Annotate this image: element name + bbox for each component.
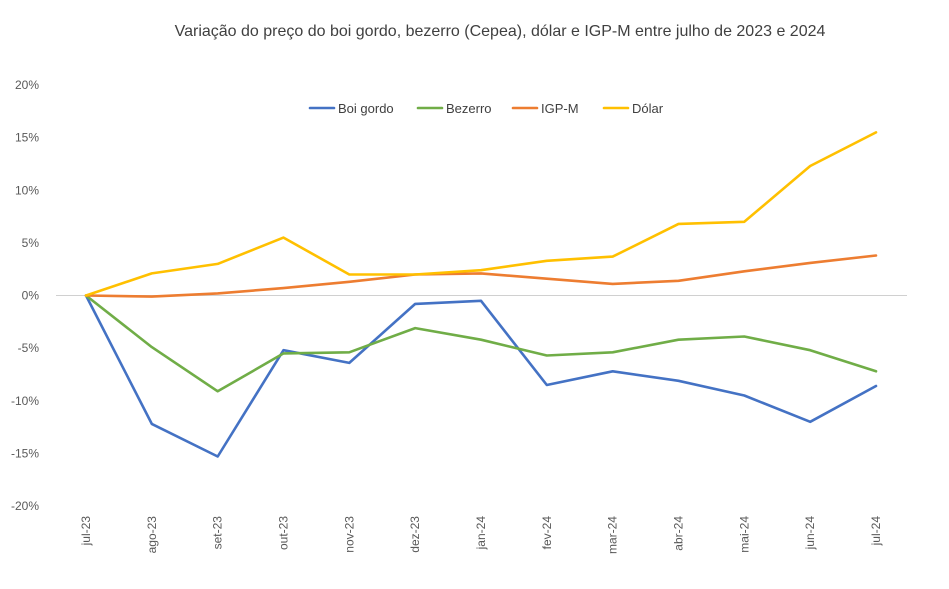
series-line-igp-m — [84, 254, 878, 298]
y-tick-label: 0% — [22, 289, 40, 303]
x-tick-label: dez-23 — [408, 516, 422, 553]
x-tick-label: out-23 — [277, 516, 291, 550]
x-tick-label: mai-24 — [737, 516, 751, 553]
legend: Boi gordo Bezerro IGP-M Dólar — [308, 101, 664, 116]
x-tick-label: jan-24 — [474, 516, 488, 551]
x-tick-label: abr-24 — [672, 516, 686, 551]
y-tick-label: 15% — [15, 131, 39, 145]
x-tick-label: nov-23 — [342, 516, 356, 553]
y-tick-label: -20% — [11, 499, 39, 513]
y-tick-label: -5% — [18, 341, 40, 355]
x-tick-label: jul-23 — [79, 516, 93, 547]
series-line-bezerro — [84, 294, 878, 393]
series-lines — [84, 131, 878, 458]
x-tick-label: jul-24 — [869, 516, 883, 547]
x-tick-label: jun-24 — [803, 516, 817, 551]
legend-label-dolar: Dólar — [632, 101, 664, 116]
legend-label-boi-gordo: Boi gordo — [338, 101, 394, 116]
y-tick-label: 10% — [15, 183, 39, 197]
y-tick-label: -15% — [11, 446, 39, 460]
x-tick-label: fev-24 — [540, 516, 554, 550]
y-axis-ticks: 20% 15% 10% 5% 0% -5% -10% -15% -20% — [11, 78, 39, 513]
series-line-boi-gordo — [84, 294, 878, 458]
series-line-dolar — [84, 131, 878, 297]
y-tick-label: 20% — [15, 78, 39, 92]
legend-label-igp-m: IGP-M — [541, 101, 579, 116]
x-tick-label: ago-23 — [145, 516, 159, 554]
y-tick-label: 5% — [22, 236, 40, 250]
x-tick-label: mar-24 — [606, 516, 620, 554]
chart-title: Variação do preço do boi gordo, bezerro … — [175, 23, 826, 40]
y-tick-label: -10% — [11, 394, 39, 408]
x-tick-label: set-23 — [211, 516, 225, 550]
legend-label-bezerro: Bezerro — [446, 101, 492, 116]
x-axis-ticks: jul-23 ago-23 set-23 out-23 nov-23 dez-23 jan-… — [79, 516, 883, 554]
